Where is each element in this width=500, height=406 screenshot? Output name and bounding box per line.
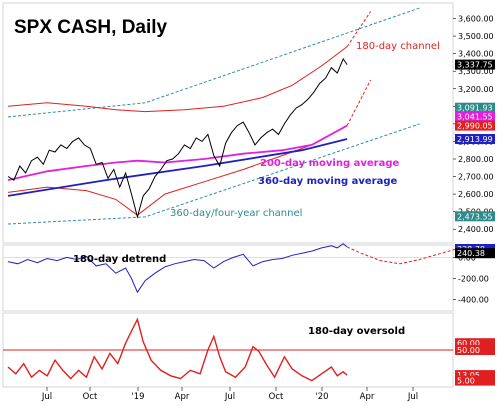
four-year-channel-upper <box>7 7 420 118</box>
x-tick-label-3: Apr <box>175 392 190 402</box>
x-tick-label-5: Oct <box>269 392 284 402</box>
oscillator-tag-1-bg <box>455 345 495 355</box>
price-tag-5: 2,473.55 <box>455 211 495 222</box>
oscillator-tag-3: 5.00 <box>455 375 495 386</box>
price-tag-2-text: 3,041.55 <box>457 113 493 122</box>
price-panel <box>2 2 454 244</box>
oscillator-tag-2-bg <box>455 370 495 381</box>
price-tag-5-bg <box>455 211 495 222</box>
detrend-y-tick-label-1: -200.00 <box>458 275 489 284</box>
ma200-label: 200-day moving average <box>260 158 400 169</box>
x-tick-label-6: '20 <box>315 392 328 402</box>
detrend-label: 180-day detrend <box>73 254 166 265</box>
detrend-tag-1-bg <box>455 248 495 259</box>
price-y-tick-label-9: 3,300.00 <box>458 67 494 76</box>
price-tag-3-text: 2,990.05 <box>457 122 493 131</box>
x-tick-label-7: Apr <box>360 392 375 402</box>
oscillator-tag-0: 60.00 <box>455 338 495 349</box>
channel-180-lower-projection <box>346 79 372 126</box>
price-layer <box>7 7 420 225</box>
price-tag-3: 2,990.05 <box>455 120 495 131</box>
price-tag-4: 2,913.99 <box>455 134 495 144</box>
price-tag-1-bg <box>455 102 495 113</box>
oscillator-layer <box>3 317 453 382</box>
channel-180-upper-projection <box>346 11 372 47</box>
price-tag-2: 3,041.55 <box>455 111 495 122</box>
channel-180-label: 180-day channel <box>356 41 440 52</box>
price-tag-0: 3,337.75 <box>455 59 495 70</box>
price-y-tick-label-8: 3,200.00 <box>458 85 494 94</box>
price-line <box>7 57 348 219</box>
x-tick-label-1: Oct <box>83 392 98 402</box>
price-y-tick-label-0: 2,400.00 <box>458 225 494 234</box>
detrend-tag-1-text: 240.38 <box>457 249 485 258</box>
price-y-tick-label-4: 2,800.00 <box>458 155 494 164</box>
price-y-tick-label-12: 3,600.00 <box>458 15 494 24</box>
price-tag-0-bg <box>455 59 495 70</box>
detrend-layer <box>3 243 479 294</box>
detrend-panel <box>2 244 454 312</box>
oscillator-tag-0-text: 60.00 <box>457 339 480 348</box>
oscillator-tag-1-text: 50.00 <box>457 346 480 355</box>
detrend-y-tick-label-2: -400.00 <box>458 296 489 305</box>
oversold-label: 180-day oversold <box>308 326 405 337</box>
price-tag-4-bg <box>455 134 495 144</box>
channel-180-upper <box>7 46 348 113</box>
price-tag-2-bg <box>455 111 495 122</box>
price-tag-1-text: 3,091.93 <box>457 104 493 113</box>
ma360-label: 360-day moving average <box>258 176 398 187</box>
chart-title: SPX CASH, Daily <box>14 17 168 38</box>
axis-layer: 2,400.002,500.002,600.002,700.002,800.00… <box>41 15 495 402</box>
detrend-projection <box>346 244 479 265</box>
x-tick-label-2: '19 <box>131 392 144 402</box>
ma200-line <box>7 124 348 181</box>
oscillator-tag-3-bg <box>455 375 495 386</box>
price-tag-1: 3,091.93 <box>455 102 495 113</box>
x-tick-label-8: Jul <box>407 392 418 402</box>
oscillator-tag-0-bg <box>455 338 495 349</box>
oscillator-tag-1: 50.00 <box>455 345 495 355</box>
oscillator-tag-3-text: 5.00 <box>457 377 475 386</box>
price-tag-0-text: 3,337.75 <box>457 61 493 70</box>
price-y-tick-label-3: 2,700.00 <box>458 173 494 182</box>
price-y-tick-label-11: 3,500.00 <box>458 32 494 41</box>
detrend-line <box>7 243 348 294</box>
four-year-channel-lower <box>7 123 420 225</box>
x-tick-label-0: Jul <box>41 392 52 402</box>
detrend-tag-1: 240.38 <box>455 248 495 259</box>
oscillator-line <box>7 317 348 382</box>
price-y-tick-label-10: 3,400.00 <box>458 50 494 59</box>
price-y-tick-label-2: 2,600.00 <box>458 190 494 199</box>
ma360-line <box>7 138 348 197</box>
x-tick-label-4: Jul <box>224 392 235 402</box>
four-year-channel-label: 360-day/four-year channel <box>170 208 302 219</box>
price-tag-4-text: 2,913.99 <box>457 135 493 144</box>
price-tag-5-text: 2,473.55 <box>457 212 493 221</box>
price-tag-3-bg <box>455 120 495 131</box>
